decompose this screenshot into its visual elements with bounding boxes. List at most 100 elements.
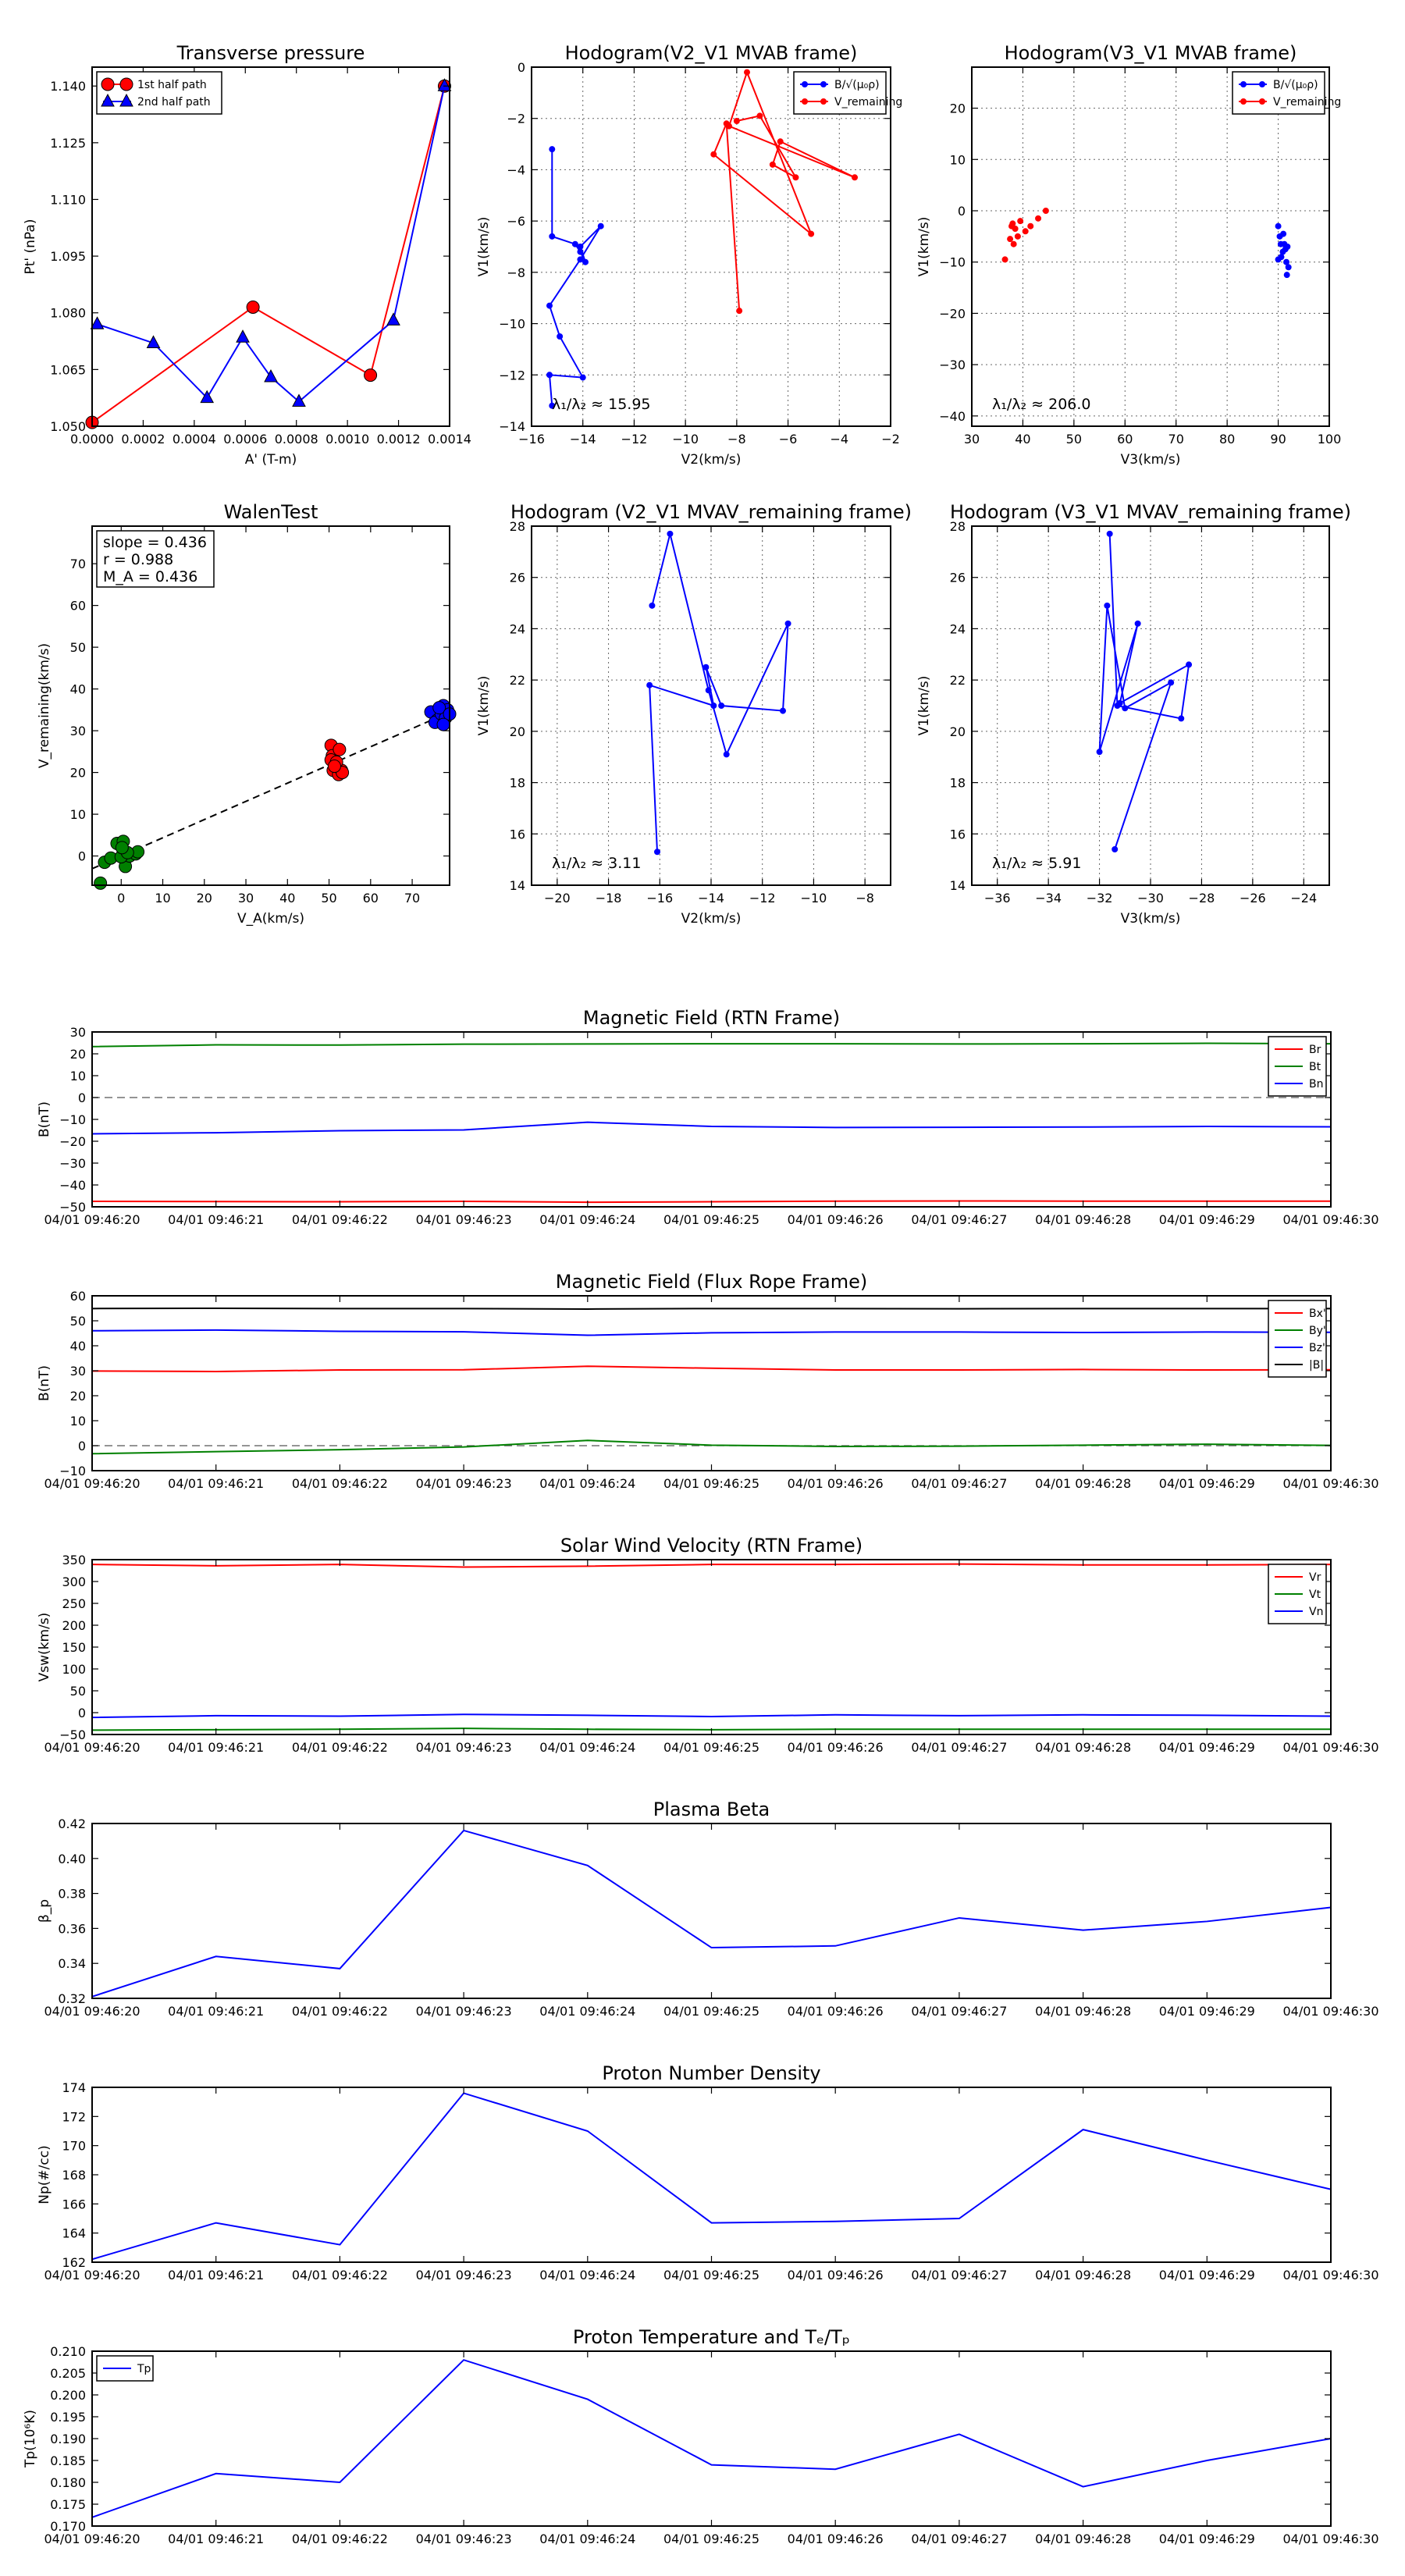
- data-point: [90, 316, 105, 329]
- legend-marker: [820, 81, 827, 87]
- y-tick-label: −10: [499, 317, 525, 332]
- x-tick-label: 04/01 09:46:30: [1282, 1740, 1378, 1755]
- legend-label: By': [1309, 1325, 1326, 1337]
- y-tick-label: 20: [70, 1047, 86, 1062]
- y-tick-label: 162: [62, 2255, 86, 2270]
- x-tick-label: −18: [596, 891, 622, 906]
- legend-label: Bx': [1309, 1308, 1326, 1320]
- x-tick-label: 04/01 09:46:30: [1282, 1476, 1378, 1491]
- x-tick-label: −28: [1189, 891, 1215, 906]
- y-tick-label: 30: [70, 724, 86, 738]
- y-tick-label: 0: [78, 1439, 86, 1453]
- y-tick-label: 28: [510, 519, 525, 534]
- x-tick-label: 20: [197, 891, 212, 906]
- series-line-2: [92, 1713, 1331, 1719]
- x-tick-label: 70: [404, 891, 420, 906]
- x-tick-label: 04/01 09:46:20: [44, 1476, 140, 1491]
- x-tick-label: 04/01 09:46:21: [168, 2004, 264, 2019]
- x-tick-label: 04/01 09:46:30: [1282, 2268, 1378, 2282]
- y-tick-label: 0: [78, 849, 86, 864]
- data-point: [1275, 256, 1282, 263]
- x-tick-label: −34: [1035, 891, 1062, 906]
- y-tick-label: 60: [70, 599, 86, 614]
- data-point: [1007, 236, 1014, 243]
- y-tick-label: 0.38: [58, 1887, 86, 1902]
- series-line-0: [92, 1365, 1331, 1372]
- x-tick-label: 04/01 09:46:29: [1159, 2532, 1255, 2546]
- data-point: [1104, 602, 1111, 609]
- y-tick-label: 0.175: [50, 2497, 86, 2512]
- series-line-1: [97, 85, 446, 403]
- y-tick-label: 250: [62, 1596, 86, 1611]
- series-line-0: [92, 2359, 1331, 2518]
- x-tick-label: 0.0004: [173, 432, 216, 447]
- y-tick-label: 172: [62, 2109, 86, 2124]
- series-line-1: [92, 1439, 1331, 1455]
- y-axis-label: β_p: [37, 1899, 52, 1923]
- y-tick-label: 0.210: [50, 2344, 86, 2359]
- data-point: [710, 703, 717, 709]
- x-tick-label: 04/01 09:46:28: [1035, 2004, 1131, 2019]
- legend-label: Bt: [1309, 1061, 1321, 1073]
- y-tick-label: 10: [950, 152, 966, 167]
- y-tick-label: 150: [62, 1640, 86, 1655]
- x-tick-label: 04/01 09:46:27: [911, 1476, 1007, 1491]
- x-tick-label: 0.0014: [428, 432, 471, 447]
- x-tick-label: 04/01 09:46:24: [539, 2268, 635, 2282]
- x-tick-label: 04/01 09:46:24: [539, 1740, 635, 1755]
- legend-label: Br: [1309, 1044, 1321, 1056]
- y-tick-label: 10: [70, 807, 86, 822]
- x-tick-label: 04/01 09:46:27: [911, 1740, 1007, 1755]
- x-tick-label: 04/01 09:46:26: [788, 2004, 884, 2019]
- x-tick-label: 60: [363, 891, 379, 906]
- data-point: [327, 760, 341, 774]
- y-tick-label: 0.190: [50, 2432, 86, 2446]
- data-point: [710, 151, 717, 158]
- y-tick-label: 40: [70, 1339, 86, 1354]
- x-tick-label: 04/01 09:46:30: [1282, 1212, 1378, 1227]
- y-tick-label: 1.125: [50, 136, 86, 151]
- x-tick-label: −32: [1087, 891, 1113, 906]
- chart-title: WalenTest: [224, 501, 318, 523]
- x-tick-label: −4: [830, 432, 848, 447]
- x-tick-label: 04/01 09:46:20: [44, 1212, 140, 1227]
- y-tick-label: 16: [950, 827, 966, 841]
- x-axis-label: V2(km/s): [681, 452, 742, 468]
- y-tick-label: 0: [518, 60, 525, 75]
- x-tick-label: 10: [155, 891, 170, 906]
- x-tick-label: 04/01 09:46:25: [663, 1740, 759, 1755]
- y-tick-label: −10: [59, 1464, 86, 1478]
- legend: B/√(μ₀ρ) V_remaining: [793, 71, 902, 115]
- chart-mag_rtn: 04/01 09:46:20 04/01 09:46:21 04/01 09:46:…: [37, 1007, 1379, 1227]
- chart-title: Hodogram (V2_V1 MVAV_remaining frame): [510, 501, 912, 523]
- data-point: [780, 707, 786, 714]
- legend: Vr Vt Vn: [1268, 1564, 1327, 1624]
- y-tick-label: 20: [70, 1389, 86, 1404]
- y-tick-label: −30: [59, 1156, 86, 1171]
- plot-frame: [91, 1559, 1332, 1735]
- y-tick-label: 10: [70, 1414, 86, 1429]
- x-tick-label: 04/01 09:46:24: [539, 2004, 635, 2019]
- x-tick-label: 04/01 09:46:25: [663, 2268, 759, 2282]
- x-tick-label: 04/01 09:46:22: [292, 1740, 388, 1755]
- series-line-2: [92, 1121, 1331, 1135]
- x-tick-label: 04/01 09:46:24: [539, 2532, 635, 2546]
- y-tick-label: 50: [70, 1684, 86, 1699]
- x-tick-label: 04/01 09:46:21: [168, 2532, 264, 2546]
- y-axis-label: V1(km/s): [916, 676, 932, 736]
- data-point: [364, 368, 378, 382]
- data-point: [1283, 258, 1290, 265]
- y-tick-label: −6: [507, 214, 525, 229]
- x-tick-label: 40: [1015, 432, 1030, 447]
- chart-np: 04/01 09:46:20 04/01 09:46:21 04/01 09:46:…: [37, 2062, 1379, 2282]
- data-point: [386, 312, 400, 326]
- x-tick-label: 60: [1117, 432, 1133, 447]
- data-point: [852, 174, 858, 181]
- legend-label: Tp: [137, 2363, 151, 2375]
- plot-frame: [971, 66, 1330, 427]
- y-tick-label: 26: [950, 571, 966, 585]
- y-tick-label: 70: [70, 557, 86, 571]
- legend-label: B/√(μ₀ρ): [834, 79, 880, 91]
- x-tick-label: −8: [855, 891, 874, 906]
